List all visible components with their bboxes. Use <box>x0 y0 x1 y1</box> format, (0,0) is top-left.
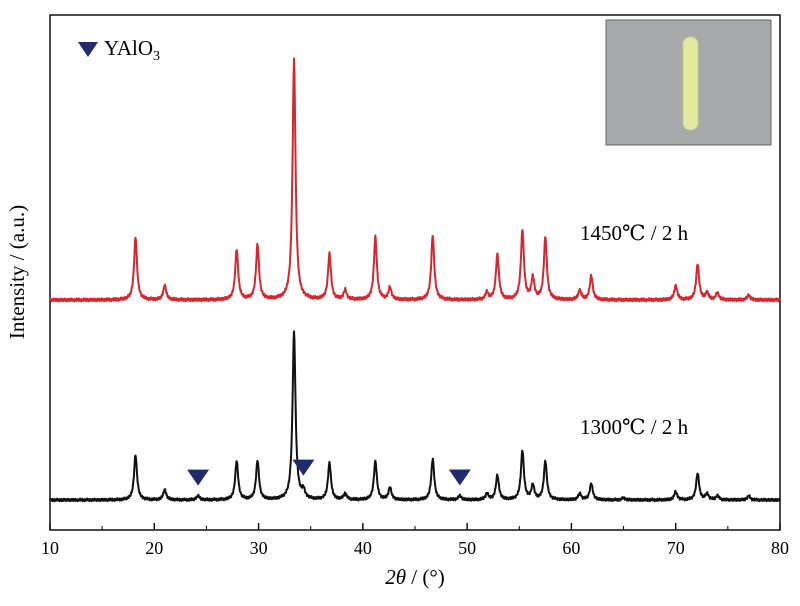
x-axis-symbol: 2θ <box>385 565 406 589</box>
legend-label-main: YAlO <box>104 36 153 60</box>
x-tick-label-30: 30 <box>250 538 268 558</box>
series-label-1300: 1300℃ / 2 h <box>580 415 689 439</box>
x-tick-label-80: 80 <box>771 538 789 558</box>
curves-group <box>49 57 781 503</box>
y-axis-title: Intensity / (a.u.) <box>5 205 29 339</box>
legend: YAlO3 <box>78 36 160 64</box>
yalo3-marker-3 <box>448 469 471 486</box>
inset-photo <box>605 19 772 146</box>
x-axis-ticks: 10 20 30 40 50 60 70 80 <box>41 523 789 558</box>
yalo3-marker-2 <box>292 459 315 476</box>
inset-rod <box>682 36 699 131</box>
series-line-1450 <box>49 57 781 303</box>
x-tick-label-50: 50 <box>458 538 476 558</box>
x-axis-title: 2θ / (°) <box>385 565 445 589</box>
series-line-1300 <box>49 330 781 503</box>
x-tick-label-40: 40 <box>354 538 372 558</box>
x-tick-label-70: 70 <box>667 538 685 558</box>
legend-label-sub: 3 <box>153 49 160 64</box>
x-tick-label-20: 20 <box>145 538 163 558</box>
yalo3-marker-1 <box>187 469 210 486</box>
legend-label: YAlO3 <box>104 36 160 64</box>
x-tick-label-10: 10 <box>41 538 59 558</box>
legend-marker-down-triangle <box>78 42 98 57</box>
x-axis-unit: / (°) <box>406 565 445 589</box>
markers-group <box>187 459 471 486</box>
x-tick-label-60: 60 <box>562 538 580 558</box>
series-label-1450: 1450℃ / 2 h <box>580 221 689 245</box>
